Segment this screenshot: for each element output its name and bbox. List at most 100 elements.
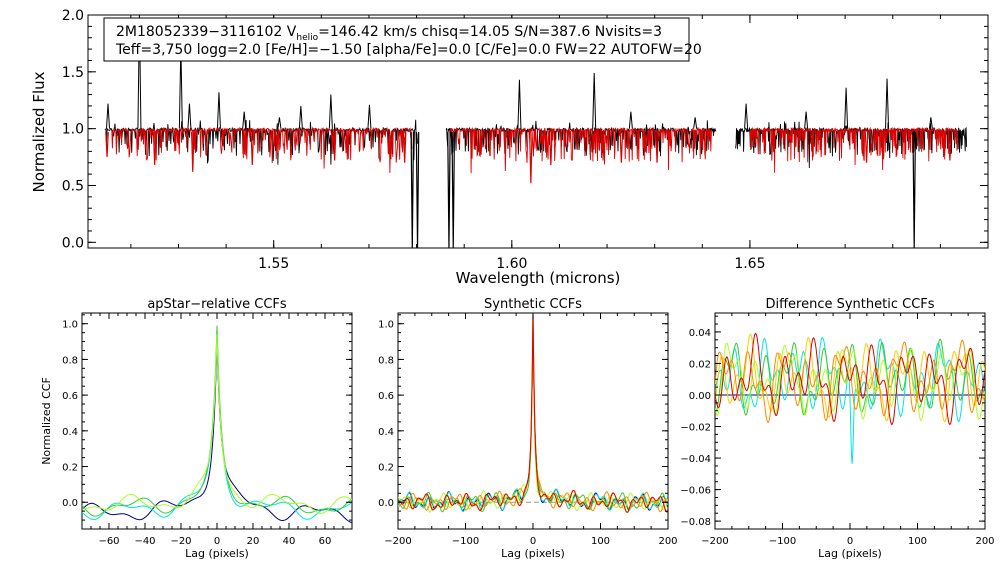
ccf-series-line bbox=[715, 338, 985, 416]
ccf-clip-group bbox=[715, 332, 985, 464]
y-tick-label: 0.2 bbox=[62, 463, 78, 474]
ccf-series-line bbox=[715, 336, 985, 464]
absorption-line bbox=[402, 132, 407, 163]
emission-spike bbox=[187, 103, 192, 129]
x-tick-label: −60 bbox=[98, 536, 119, 547]
x-tick-label: −100 bbox=[452, 536, 479, 547]
synthetic-ccf-axes: −200 −100 0 100 200 0.0 0.2 0.4 0.6 0.8 1.0 bbox=[378, 313, 678, 547]
spectrum-axes: 1.55 1.60 1.65 0.0 0.5 1.0 1.5 2.0 bbox=[62, 8, 989, 272]
absorption-line bbox=[912, 132, 916, 248]
y-tick-label: −0.08 bbox=[680, 517, 711, 528]
y-tick-label: 0.8 bbox=[62, 355, 78, 366]
ccf-series-line bbox=[398, 313, 668, 513]
emission-spike bbox=[592, 72, 597, 129]
absorption-line bbox=[619, 132, 624, 163]
difference-ccf-x-axis-label: Lag (pixels) bbox=[818, 547, 882, 560]
absorption-line bbox=[948, 132, 952, 161]
y-tick-label: 0.04 bbox=[689, 328, 711, 339]
absorption-line bbox=[549, 132, 553, 166]
x-tick-label: −40 bbox=[134, 536, 155, 547]
spectrum-y-axis-label: Normalized Flux bbox=[30, 71, 48, 192]
x-tick-label: 200 bbox=[658, 536, 677, 547]
apstar-ccf-panel: apStar−relative CCFs −60 −40 −20 0 20 40 60 0.0… bbox=[40, 297, 353, 560]
y-tick-label: 1.5 bbox=[62, 65, 84, 81]
y-tick-label: 0.00 bbox=[689, 391, 711, 402]
x-tick-label: 0 bbox=[214, 536, 220, 547]
apstar-ccf-y-axis-label: Normalized CCF bbox=[40, 377, 53, 465]
x-tick-label: −20 bbox=[170, 536, 191, 547]
y-tick-label: 0.4 bbox=[378, 427, 394, 438]
emission-spike bbox=[216, 92, 221, 129]
info-box bbox=[103, 17, 690, 62]
absorption-line bbox=[655, 132, 659, 163]
spectrum-plot-frame bbox=[87, 14, 989, 249]
absorption-line bbox=[190, 132, 195, 172]
emission-spike bbox=[885, 78, 890, 129]
y-tick-label: 1.0 bbox=[378, 320, 394, 331]
y-tick-label: 0.02 bbox=[689, 359, 711, 370]
difference-ccf-axes: −200 −100 0 100 200 −0.08 −0.06 −0.04 −0.02 0.00 0… bbox=[680, 313, 995, 547]
y-tick-label: 0.2 bbox=[378, 463, 394, 474]
y-tick-label: −0.06 bbox=[680, 486, 711, 497]
emission-spike bbox=[517, 79, 522, 129]
absorption-line bbox=[864, 132, 869, 163]
emission-spike bbox=[298, 105, 303, 129]
difference-ccf-series-group bbox=[715, 332, 985, 464]
x-tick-label: 0 bbox=[847, 536, 853, 547]
emission-spike bbox=[744, 103, 749, 129]
model-spectrum-line bbox=[749, 126, 958, 173]
apstar-ccf-axes: −60 −40 −20 0 20 40 60 0.0 0.2 0.4 0.6 0.8 1.0 bbox=[62, 313, 353, 547]
x-tick-label: −200 bbox=[384, 536, 411, 547]
info-line-1: 2M18052339−3116102 Vhelio=146.42 km/s ch… bbox=[116, 24, 662, 43]
apstar-ccf-x-axis-label: Lag (pixels) bbox=[185, 547, 249, 560]
model-spectrum-line bbox=[111, 126, 413, 174]
y-tick-label: 0.5 bbox=[62, 178, 84, 194]
emission-spike bbox=[137, 15, 142, 129]
x-tick-label: −200 bbox=[701, 536, 728, 547]
ccf-series-line bbox=[715, 332, 985, 426]
x-tick-label: −100 bbox=[769, 536, 796, 547]
x-tick-label: 1.60 bbox=[496, 256, 527, 272]
y-tick-label: −0.04 bbox=[680, 454, 711, 465]
ccf-series-line bbox=[82, 340, 352, 524]
x-tick-label: 20 bbox=[247, 536, 260, 547]
absorption-line bbox=[250, 132, 255, 166]
spectrum-series-group bbox=[104, 15, 968, 248]
emission-spike bbox=[844, 87, 849, 129]
ccf-series-line bbox=[715, 339, 985, 424]
emission-spike bbox=[628, 111, 633, 129]
ccf-clip-group bbox=[398, 313, 668, 514]
apstar-ccf-title: apStar−relative CCFs bbox=[147, 297, 287, 312]
y-tick-label: 1.0 bbox=[62, 320, 78, 331]
y-tick-label: 0.0 bbox=[62, 498, 78, 509]
absorption-line bbox=[332, 132, 337, 161]
y-tick-label: 0.0 bbox=[378, 498, 394, 509]
y-tick-label: 0.6 bbox=[378, 391, 394, 402]
synthetic-ccf-series-group bbox=[398, 313, 668, 514]
y-tick-label: 0.8 bbox=[378, 355, 394, 366]
y-tick-label: 2.0 bbox=[62, 8, 84, 24]
absorption-line bbox=[529, 132, 533, 184]
x-tick-label: 1.65 bbox=[734, 256, 765, 272]
synthetic-ccf-x-axis-label: Lag (pixels) bbox=[501, 547, 565, 560]
y-tick-label: 0.6 bbox=[62, 391, 78, 402]
emission-spike bbox=[106, 103, 110, 129]
spectrum-panel: 1.55 1.60 1.65 0.0 0.5 1.0 1.5 2.0 2M18052339−3… bbox=[30, 8, 989, 287]
x-tick-label: 1.55 bbox=[258, 256, 289, 272]
y-tick-label: 0.4 bbox=[62, 427, 78, 438]
emission-spike bbox=[367, 104, 372, 129]
y-tick-label: 1.0 bbox=[62, 122, 84, 138]
synthetic-ccf-panel: Synthetic CCFs −200 −100 0 100 200 0.0 0.2 0.4 0… bbox=[378, 297, 677, 560]
x-tick-label: 100 bbox=[908, 536, 927, 547]
x-tick-label: 0 bbox=[530, 536, 536, 547]
spectrum-clip-group bbox=[104, 15, 968, 248]
x-tick-label: 200 bbox=[975, 536, 994, 547]
ccf-series-line bbox=[82, 325, 352, 517]
x-tick-label: 60 bbox=[319, 536, 332, 547]
model-spectrum-line bbox=[449, 126, 713, 174]
emission-spike bbox=[928, 117, 933, 129]
absorption-line bbox=[447, 132, 451, 248]
ccf-clip-group bbox=[82, 325, 352, 524]
apstar-ccf-series-group bbox=[82, 325, 352, 524]
